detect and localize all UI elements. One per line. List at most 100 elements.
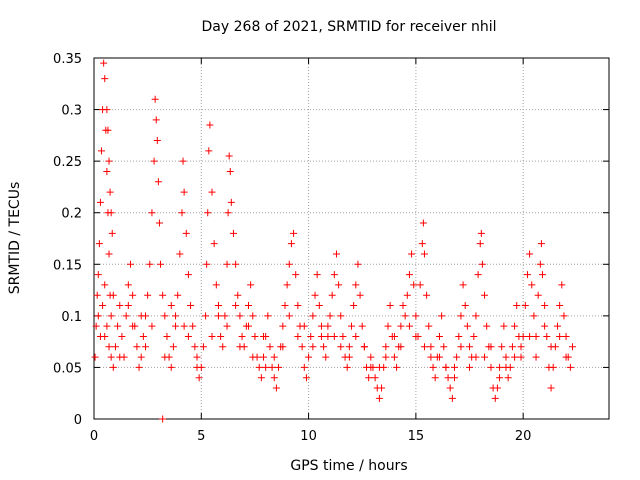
x-tick-label: 20 bbox=[515, 429, 532, 444]
data-point bbox=[317, 322, 325, 330]
data-point bbox=[309, 312, 317, 320]
data-point bbox=[287, 240, 295, 248]
data-point bbox=[554, 322, 561, 330]
data-point bbox=[229, 229, 237, 237]
data-point bbox=[566, 363, 574, 371]
data-point bbox=[513, 302, 521, 310]
data-point bbox=[184, 332, 192, 340]
data-point bbox=[405, 271, 413, 279]
data-point bbox=[260, 332, 268, 340]
data-point bbox=[461, 302, 469, 310]
y-tick-label: 0.35 bbox=[53, 52, 82, 67]
data-point bbox=[541, 302, 549, 310]
data-point bbox=[107, 312, 115, 320]
data-point bbox=[103, 322, 111, 330]
data-point bbox=[511, 322, 519, 330]
data-point bbox=[481, 353, 489, 361]
data-point bbox=[236, 343, 244, 351]
data-point bbox=[453, 353, 461, 361]
data-point bbox=[232, 260, 240, 268]
data-point bbox=[305, 353, 313, 361]
data-point bbox=[105, 343, 113, 351]
data-point bbox=[412, 332, 420, 340]
data-point bbox=[184, 271, 192, 279]
data-point bbox=[502, 363, 510, 371]
data-point bbox=[208, 332, 216, 340]
data-point bbox=[352, 332, 360, 340]
data-point bbox=[279, 322, 287, 330]
data-point bbox=[217, 332, 225, 340]
data-point bbox=[260, 353, 268, 361]
data-point bbox=[106, 188, 114, 196]
data-point bbox=[212, 281, 220, 289]
data-point bbox=[148, 209, 156, 217]
data-point bbox=[478, 260, 486, 268]
data-point bbox=[94, 271, 102, 279]
data-point bbox=[302, 374, 310, 382]
plot-frame bbox=[93, 57, 610, 420]
data-point bbox=[487, 363, 495, 371]
data-point bbox=[294, 332, 302, 340]
data-point bbox=[466, 343, 474, 351]
data-point bbox=[429, 363, 437, 371]
data-point bbox=[367, 353, 375, 361]
data-point bbox=[508, 343, 516, 351]
data-point bbox=[226, 167, 234, 175]
data-point bbox=[420, 343, 428, 351]
data-point bbox=[109, 363, 117, 371]
data-point bbox=[107, 353, 115, 361]
data-point bbox=[135, 363, 143, 371]
data-point bbox=[167, 302, 175, 310]
data-point bbox=[427, 353, 435, 361]
data-point bbox=[154, 178, 162, 186]
y-tick-label: 0.1 bbox=[61, 310, 82, 325]
data-point bbox=[118, 332, 126, 340]
data-point bbox=[249, 312, 257, 320]
data-point bbox=[174, 291, 182, 299]
data-point bbox=[547, 384, 555, 392]
data-point bbox=[536, 260, 544, 268]
data-point bbox=[172, 322, 180, 330]
data-point bbox=[189, 322, 197, 330]
x-tick-labels: 0 5 10 15 20 bbox=[90, 429, 532, 444]
data-point bbox=[153, 137, 161, 145]
data-point bbox=[91, 353, 99, 361]
data-point bbox=[236, 312, 244, 320]
data-point bbox=[517, 343, 525, 351]
data-point bbox=[210, 240, 218, 248]
data-point bbox=[187, 302, 195, 310]
data-point bbox=[438, 312, 446, 320]
data-point bbox=[234, 291, 242, 299]
data-point bbox=[528, 281, 536, 289]
data-point bbox=[332, 250, 340, 258]
data-point bbox=[146, 260, 154, 268]
data-point bbox=[423, 291, 431, 299]
data-point bbox=[481, 291, 489, 299]
data-point bbox=[290, 229, 298, 237]
data-point bbox=[144, 291, 152, 299]
x-axis-label: GPS time / hours bbox=[290, 458, 407, 474]
data-point bbox=[337, 343, 345, 351]
data-point bbox=[103, 106, 111, 114]
data-point bbox=[472, 353, 480, 361]
data-point bbox=[448, 394, 456, 402]
data-point bbox=[204, 209, 212, 217]
data-point bbox=[526, 332, 534, 340]
data-point bbox=[348, 322, 355, 330]
data-point bbox=[249, 353, 257, 361]
data-point bbox=[435, 332, 443, 340]
data-point bbox=[114, 322, 122, 330]
data-point bbox=[105, 157, 113, 165]
data-point bbox=[238, 332, 246, 340]
data-point bbox=[179, 157, 187, 165]
data-point bbox=[155, 219, 163, 227]
data-point bbox=[523, 271, 531, 279]
data-point bbox=[470, 332, 478, 340]
data-point bbox=[399, 302, 407, 310]
data-point bbox=[375, 394, 383, 402]
data-point bbox=[451, 374, 458, 382]
data-point bbox=[221, 312, 229, 320]
data-point bbox=[94, 312, 102, 320]
data-point bbox=[98, 147, 106, 155]
data-point bbox=[101, 75, 109, 83]
